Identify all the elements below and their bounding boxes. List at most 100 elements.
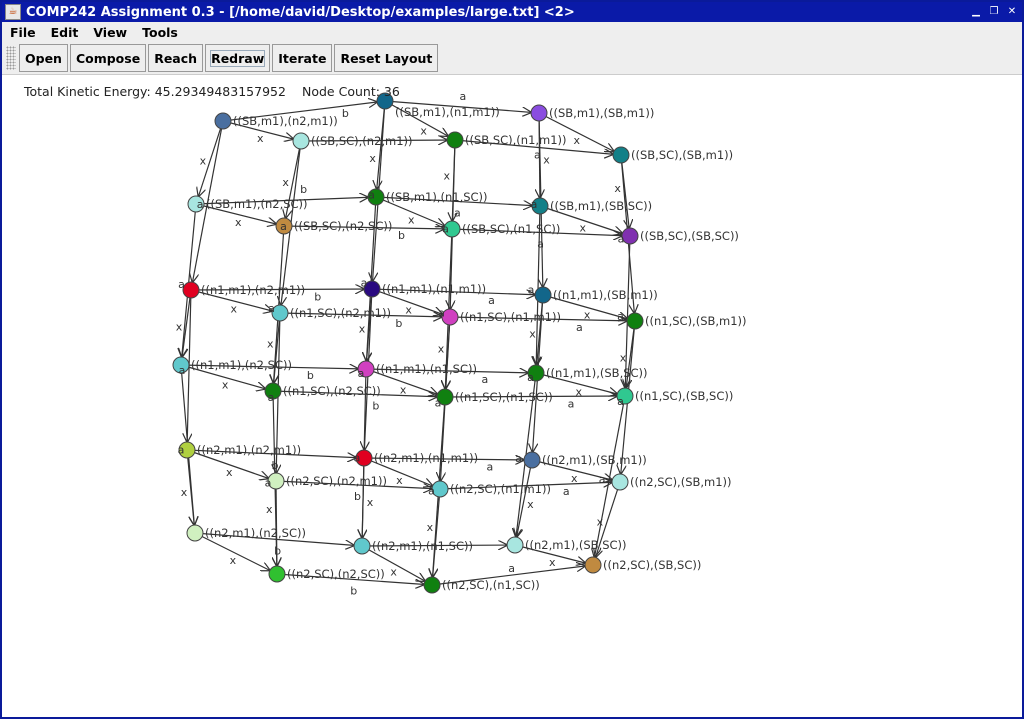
toolbar: Open Compose Reach Redraw Iterate Reset …: [2, 42, 1022, 75]
edge-label: x: [176, 321, 183, 334]
edge-label: a: [563, 485, 570, 498]
compose-button[interactable]: Compose: [69, 44, 147, 72]
graph-node[interactable]: [376, 92, 394, 110]
graph-canvas[interactable]: Total Kinetic Energy: 45.29349483157952 …: [2, 76, 1022, 717]
graph-node[interactable]: [271, 304, 289, 322]
graph-edge: [186, 449, 277, 482]
graph-node[interactable]: [527, 364, 545, 382]
graph-node[interactable]: [187, 195, 205, 213]
graph-node[interactable]: [214, 112, 232, 130]
graph-node[interactable]: [182, 281, 200, 299]
reach-button[interactable]: Reach: [148, 44, 204, 72]
graph-node[interactable]: [621, 227, 639, 245]
graph-edge: [194, 532, 363, 546]
graph-node[interactable]: [506, 536, 524, 554]
graph-svg[interactable]: ((SB,m1),(n2,m1)) ((SB,SC),(n2,m1)) ((SB,m…: [2, 76, 1022, 717]
menu-edit[interactable]: Edit: [50, 24, 79, 40]
toolbar-grip[interactable]: [6, 46, 16, 70]
graph-edge: [194, 532, 278, 575]
reset-layout-button[interactable]: Reset Layout: [334, 44, 439, 72]
graph-node[interactable]: [367, 188, 385, 206]
graph-node[interactable]: [353, 537, 371, 555]
graph-edge: [279, 313, 451, 317]
edge-label: x: [584, 309, 591, 322]
graph-node[interactable]: [431, 480, 449, 498]
graph-node[interactable]: [523, 451, 541, 469]
maximize-button[interactable]: ❐: [989, 6, 999, 17]
graph-node[interactable]: [443, 220, 461, 238]
close-button[interactable]: ✕: [1007, 6, 1017, 17]
graph-edge: [300, 140, 456, 141]
graph-node[interactable]: [292, 132, 310, 150]
edge-label: x: [226, 466, 233, 479]
node-label: ((n1,m1),(n1,m1)): [382, 282, 486, 296]
edge-label: a: [488, 294, 495, 307]
graph-node[interactable]: [584, 556, 602, 574]
graph-node[interactable]: [264, 382, 282, 400]
node-label: ((n1,SC),(n1,SC)): [455, 390, 553, 404]
edge-label: x: [580, 222, 587, 235]
graph-node[interactable]: [611, 473, 629, 491]
node-label: ((n1,m1),(n1,SC)): [376, 362, 477, 376]
edge-label: a: [515, 452, 522, 465]
graph-node[interactable]: [268, 565, 286, 583]
graph-node[interactable]: [178, 441, 196, 459]
edge-label: a: [459, 90, 466, 103]
node-label: ((SB,SC),(n1,SC)): [462, 222, 560, 236]
graph-node[interactable]: [530, 104, 548, 122]
menu-view[interactable]: View: [93, 24, 128, 40]
edge-label: a: [354, 451, 361, 464]
graph-node[interactable]: [186, 524, 204, 542]
graph-node[interactable]: [275, 217, 293, 235]
graph-node[interactable]: [267, 472, 285, 490]
graph-edge: [365, 369, 537, 373]
edge-label: a: [454, 206, 461, 219]
graph-node[interactable]: [531, 197, 549, 215]
graph-node[interactable]: [441, 308, 459, 326]
menu-file[interactable]: File: [10, 24, 36, 40]
node-label: ((n2,m1),(SB,SC)): [525, 538, 627, 552]
edge-label: a: [368, 189, 375, 202]
graph-node[interactable]: [172, 356, 190, 374]
minimize-button[interactable]: ▁: [972, 6, 980, 17]
edge-label: a: [618, 233, 625, 246]
redraw-button[interactable]: Redraw: [205, 44, 271, 72]
edge-label: x: [575, 385, 582, 398]
edge-label: a: [617, 310, 624, 323]
graph-node[interactable]: [626, 312, 644, 330]
graph-node[interactable]: [363, 280, 381, 298]
iterate-button[interactable]: Iterate: [272, 44, 333, 72]
edge-label: x: [427, 521, 434, 534]
node-label: ((n1,SC),(SB,SC)): [635, 389, 733, 403]
graph-node[interactable]: [423, 576, 441, 594]
edge-label: a: [178, 278, 185, 291]
edge-label: a: [534, 148, 541, 161]
graph-node[interactable]: [436, 388, 454, 406]
graph-edge: [444, 396, 626, 397]
edge-label: b: [372, 400, 379, 413]
edge-label: x: [438, 343, 445, 356]
open-button[interactable]: Open: [19, 44, 68, 72]
graph-node[interactable]: [534, 286, 552, 304]
graph-node[interactable]: [355, 449, 373, 467]
edge-label: x: [200, 154, 207, 167]
graph-node[interactable]: [612, 146, 630, 164]
graph-node[interactable]: [616, 387, 634, 405]
compose-label: Compose: [75, 50, 141, 66]
graph-edge: [375, 196, 541, 206]
edge-label: a: [268, 302, 275, 315]
java-app-icon: ☕: [5, 4, 21, 20]
graph-edge: [180, 365, 367, 369]
edge-label: a: [358, 367, 365, 380]
graph-edge: [191, 120, 224, 291]
graph-node[interactable]: [357, 360, 375, 378]
graph-edge: [439, 482, 621, 490]
graph-edge: [187, 289, 191, 451]
node-label: ((n2,SC),(n2,SC)): [287, 567, 385, 581]
graph-node[interactable]: [446, 131, 464, 149]
edge-label: a: [435, 397, 442, 410]
node-count-readout: Node Count: 36: [302, 84, 400, 99]
edge-label: x: [267, 338, 274, 351]
menu-tools[interactable]: Tools: [142, 24, 178, 40]
